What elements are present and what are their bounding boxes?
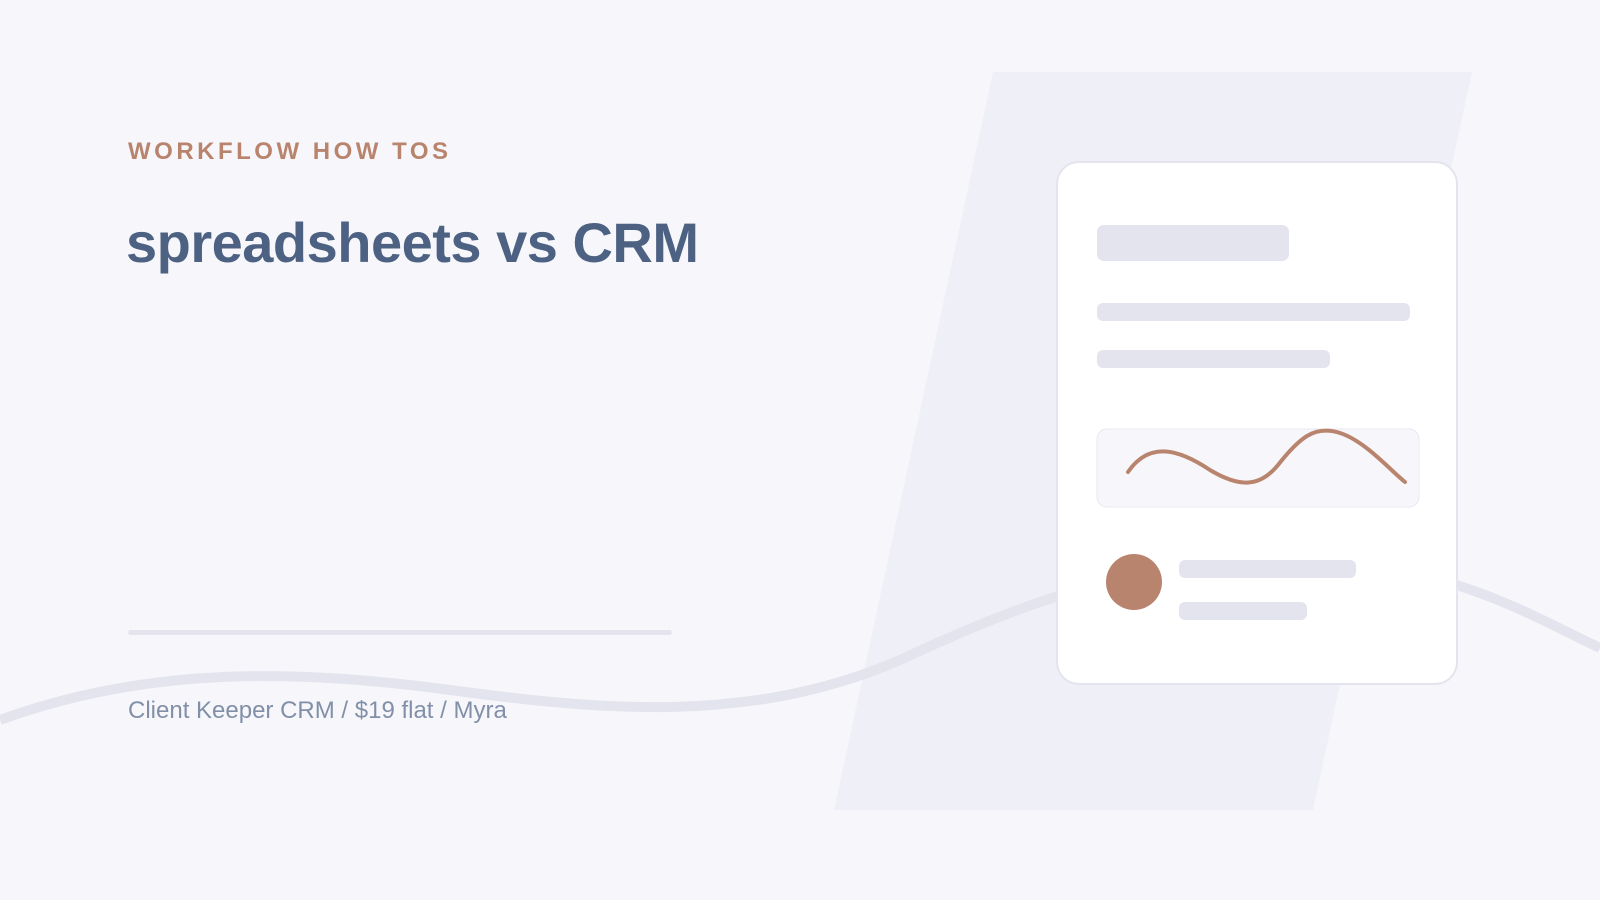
skeleton [1179,560,1356,578]
sparkline [1126,428,1407,485]
skeleton [1097,303,1410,321]
divider [128,630,672,635]
sparkline-box [1096,428,1420,508]
title: spreadsheets vs CRM [126,211,699,274]
skeleton [1097,225,1289,261]
skeleton [1179,602,1307,620]
eyebrow: WORKFLOW HOW TOS [128,138,452,165]
avatar [1106,554,1162,610]
card [1056,161,1458,685]
skeleton [1097,350,1330,368]
footer: Client Keeper CRM / $19 flat / Myra [128,697,507,724]
